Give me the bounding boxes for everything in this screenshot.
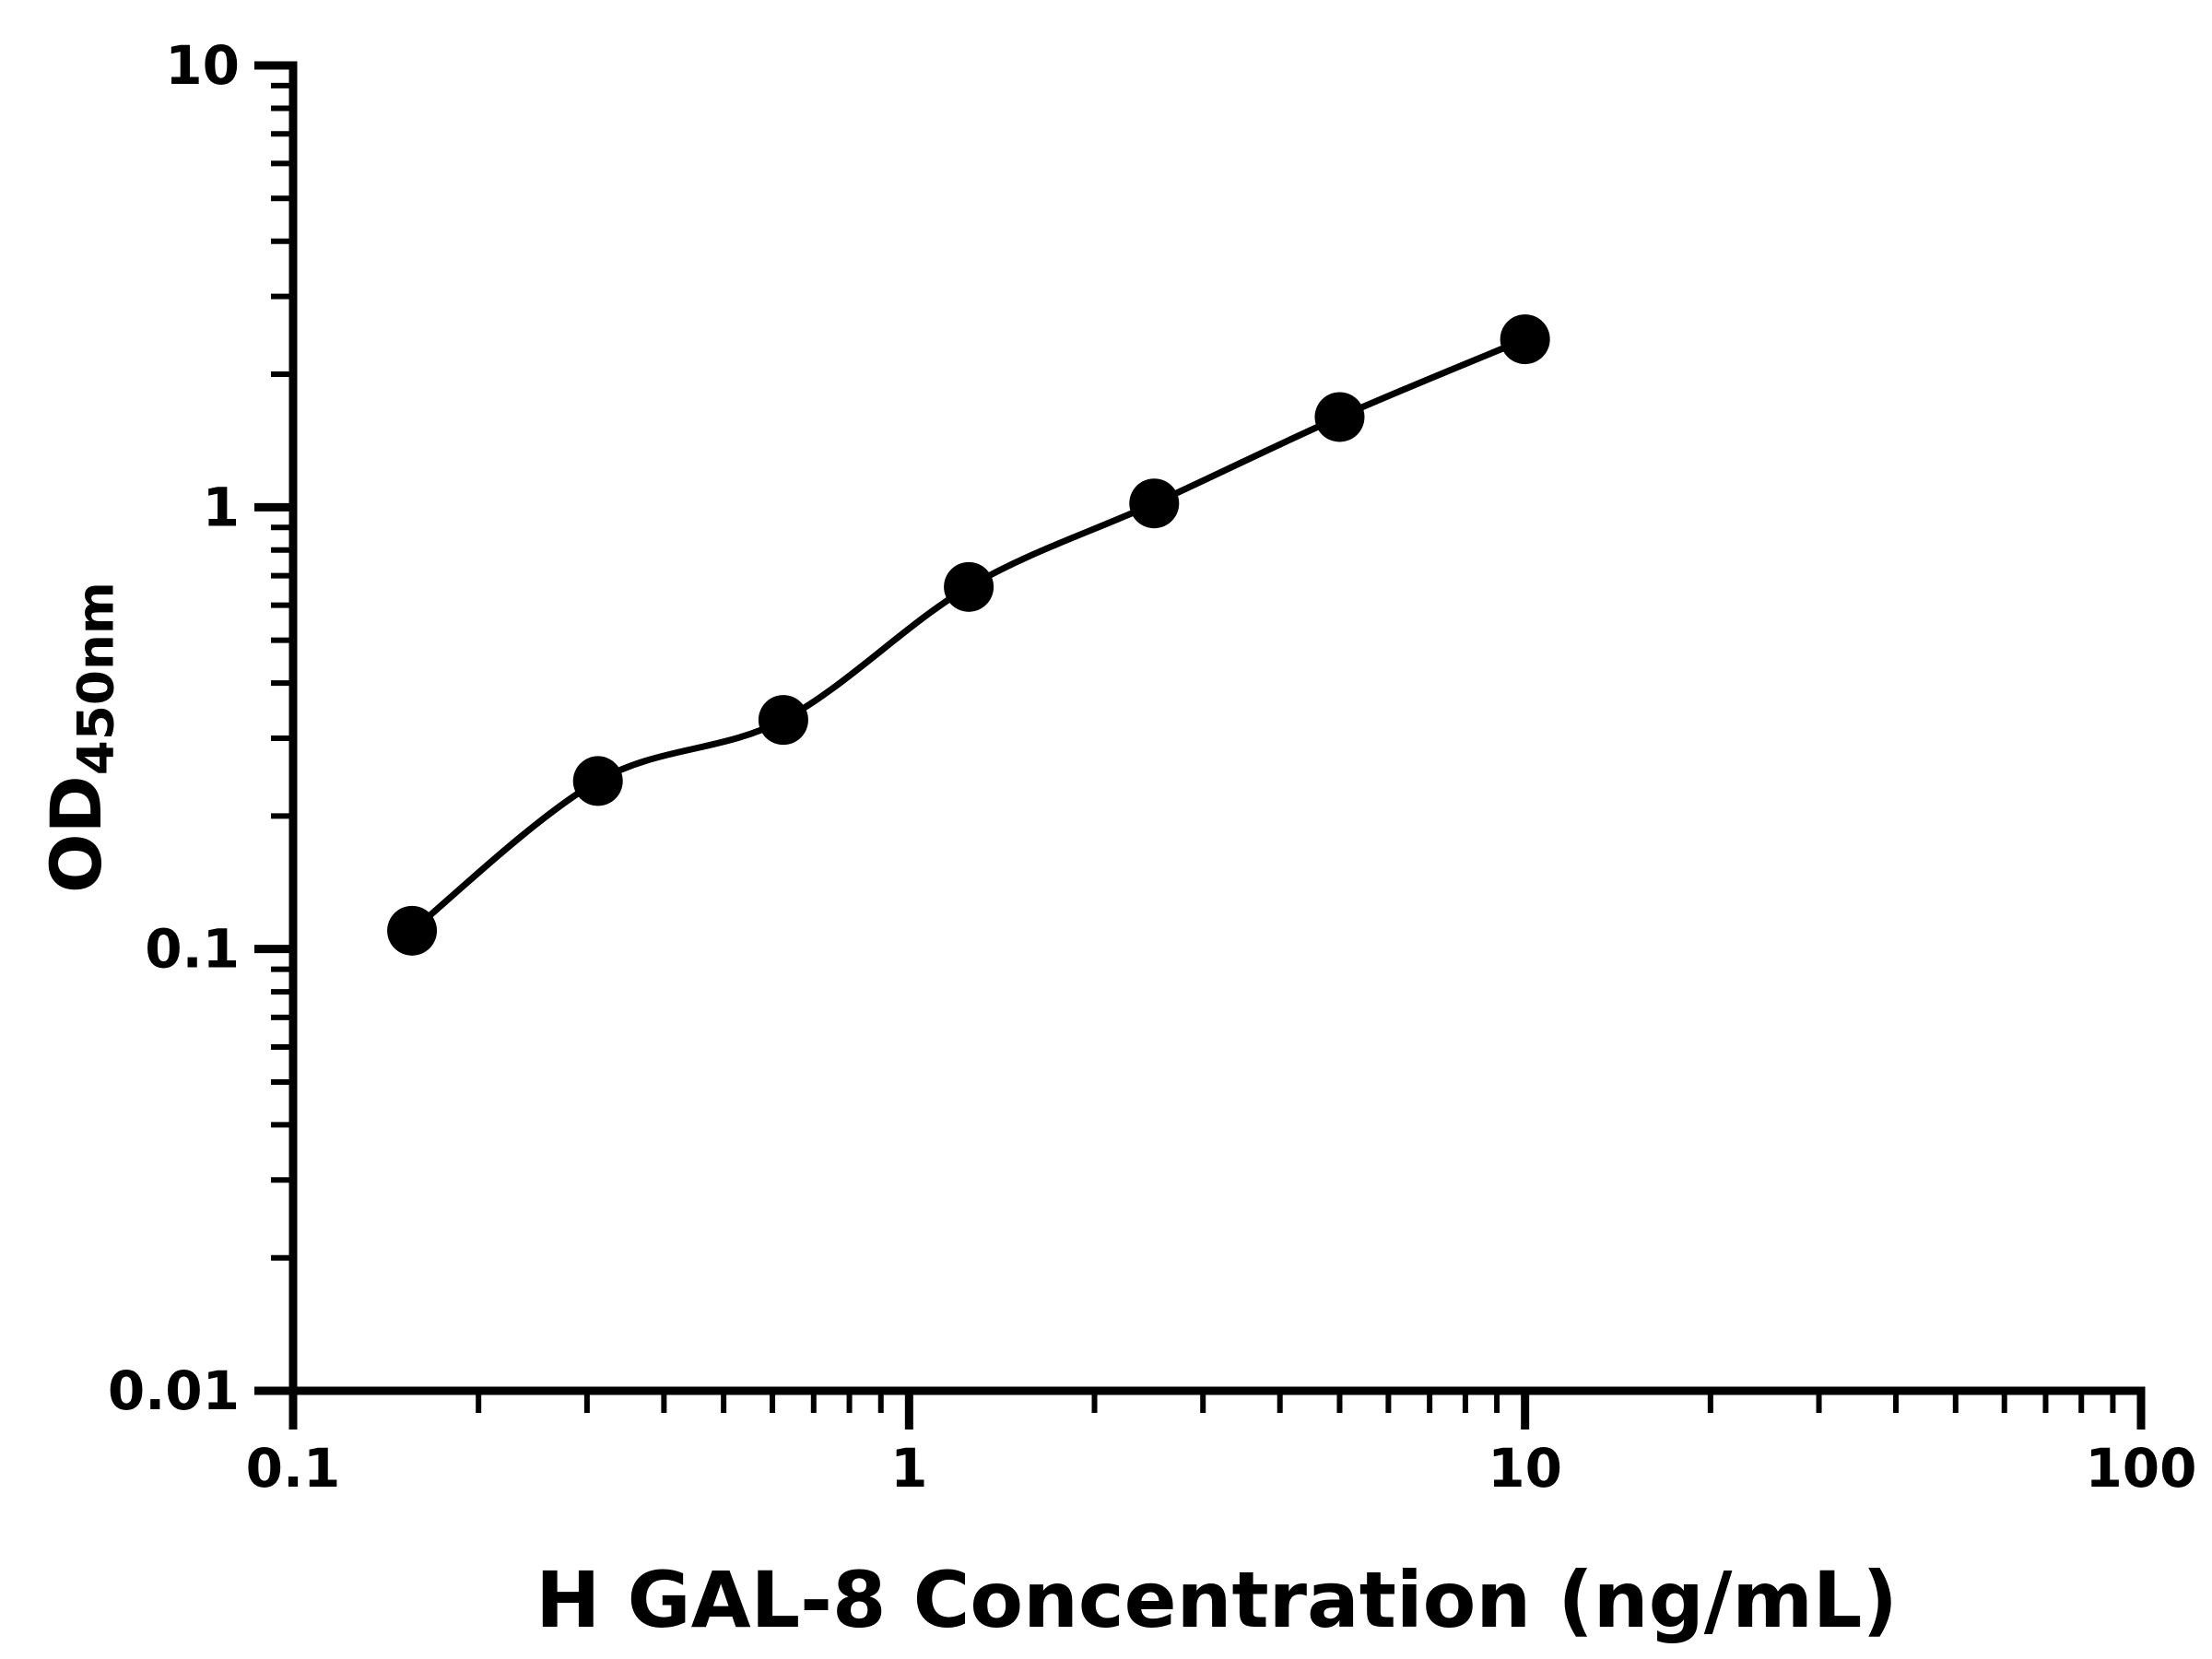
x-tick-label: 10 (1488, 1437, 1562, 1500)
data-point (1314, 392, 1365, 442)
data-point (944, 561, 994, 612)
data-point (1129, 478, 1180, 529)
x-tick-label: 0.1 (246, 1437, 341, 1500)
y-tick-label: 1 (203, 476, 240, 538)
data-point (1500, 314, 1550, 365)
y-axis-title-main: OD (34, 775, 117, 893)
y-tick-label: 0.01 (108, 1359, 240, 1422)
data-point (758, 695, 808, 746)
y-tick-label: 10 (165, 34, 240, 97)
x-tick-label: 100 (2085, 1437, 2196, 1500)
x-tick-label: 1 (890, 1437, 927, 1500)
y-axis-title-sub: 450nm (65, 582, 125, 776)
data-point (572, 756, 623, 806)
y-axis-title: OD450nm (35, 582, 125, 893)
x-axis-title: H GAL-8 Concentration (ng/mL) (535, 1555, 1898, 1645)
axes-spines (288, 61, 2146, 1395)
data-point (387, 905, 438, 956)
y-tick-label: 0.1 (145, 918, 240, 981)
